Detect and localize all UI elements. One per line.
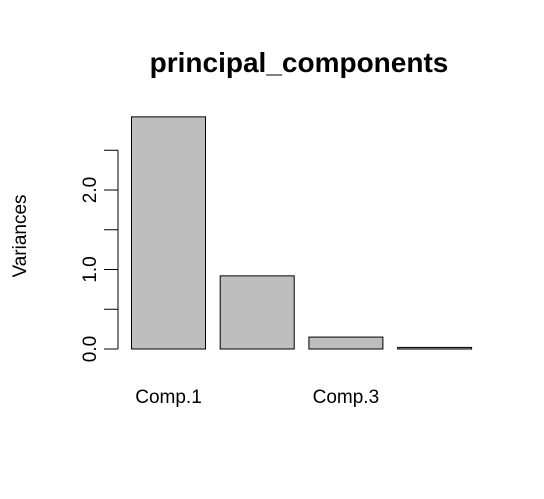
bar-comp-1 (131, 116, 206, 350)
y-tick-label: 0.0 (80, 336, 101, 362)
y-axis-label: Variances (10, 194, 31, 277)
bar-comp-4 (397, 346, 473, 350)
x-tick-label: Comp.3 (313, 387, 380, 408)
x-tick-label: Comp.1 (135, 387, 202, 408)
y-tick-label: 1.0 (80, 256, 101, 282)
x-axis-labels: Comp.1 Comp.3 (135, 387, 379, 408)
bars-group (131, 116, 473, 350)
chart-title: principal_components (150, 47, 449, 78)
bar-comp-3 (308, 336, 384, 350)
y-tick-label: 2.0 (80, 177, 101, 203)
bar-comp-2 (219, 275, 295, 350)
y-axis: 0.0 1.0 2.0 (80, 149, 119, 362)
